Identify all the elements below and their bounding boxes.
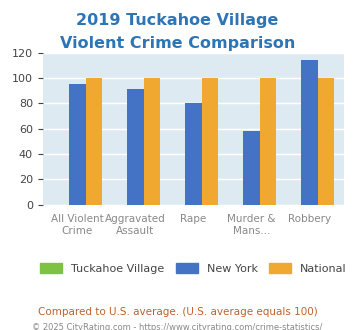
Text: Violent Crime Comparison: Violent Crime Comparison bbox=[60, 36, 295, 51]
Bar bbox=[127, 89, 143, 205]
Bar bbox=[244, 131, 260, 205]
Bar bbox=[202, 78, 218, 205]
Bar bbox=[143, 78, 160, 205]
Text: 2019 Tuckahoe Village: 2019 Tuckahoe Village bbox=[76, 13, 279, 28]
Legend: Tuckahoe Village, New York, National: Tuckahoe Village, New York, National bbox=[36, 258, 351, 278]
Text: © 2025 CityRating.com - https://www.cityrating.com/crime-statistics/: © 2025 CityRating.com - https://www.city… bbox=[32, 323, 323, 330]
Bar bbox=[69, 84, 86, 205]
Text: Compared to U.S. average. (U.S. average equals 100): Compared to U.S. average. (U.S. average … bbox=[38, 307, 317, 317]
Bar bbox=[185, 103, 202, 205]
Bar bbox=[86, 78, 102, 205]
Bar bbox=[301, 60, 318, 205]
Bar bbox=[318, 78, 334, 205]
Bar bbox=[260, 78, 276, 205]
